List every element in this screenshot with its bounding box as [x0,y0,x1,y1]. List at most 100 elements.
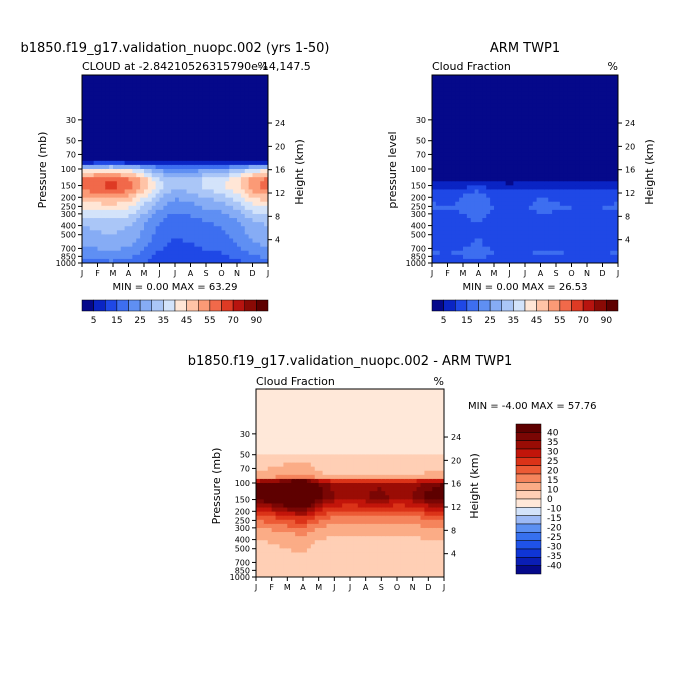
model-cell [140,111,145,117]
obs-cell [497,144,503,150]
model-cell [155,185,161,191]
model-cell [124,107,130,113]
model-cell [217,103,223,109]
model-cell [229,144,234,150]
obs-cell [494,75,499,80]
obs-cell [435,169,441,174]
model-cell [155,128,161,133]
model-cell [128,209,133,215]
obs-cell [455,107,460,113]
model-cell [213,87,219,92]
model-cell [167,218,172,223]
model-cell [182,197,188,203]
obs-cell [540,107,545,113]
obs-cell [559,111,565,117]
obs-cell [548,250,553,256]
obs-cell [478,124,483,129]
obs-cell [567,111,573,117]
obs-cell [540,242,545,248]
model-cell [163,181,168,186]
model-cell [229,222,234,227]
obs-cell [610,213,615,219]
model-cell [240,201,246,207]
diff-cell [263,544,269,549]
model-cell [132,91,137,97]
model-cell [132,148,137,154]
obs-colorbar-box [466,299,479,312]
obs-cell [432,181,437,186]
obs-cell [602,181,607,186]
obs-cell [494,258,499,263]
model-cell [252,164,257,170]
obs-cell [587,136,592,141]
obs-cell [451,132,456,137]
model-cell [209,222,215,227]
diff-cell [259,527,265,533]
model-cell [105,218,110,223]
obs-cell [598,254,604,260]
obs-cell [494,213,499,219]
model-cell [167,83,172,88]
obs-cell [552,201,557,207]
obs-cell [552,238,557,244]
obs-cell [575,140,580,146]
model-cell [159,87,164,92]
obs-cell [474,258,480,263]
model-cell [105,160,110,166]
diff-cell [267,572,273,577]
model-cell [159,119,164,125]
model-cell [206,205,211,211]
obs-cell [525,201,530,207]
obs-cell [494,99,499,105]
obs-cell [482,111,487,117]
model-cell [182,128,188,133]
obs-cell [567,181,573,186]
obs-cell [579,242,584,248]
obs-cell [432,132,437,137]
diff-cell [283,568,288,574]
obs-cell [451,87,456,92]
obs-cell [602,83,607,88]
obs-cell [610,185,615,191]
model-cell [132,160,137,166]
obs-cell [559,230,565,235]
obs-cell [482,83,487,88]
model-cell [147,99,153,105]
obs-cell [559,95,565,101]
model-cell [171,226,176,231]
model-cell [109,234,114,240]
model-cell [151,193,157,199]
diff-cell [259,429,265,435]
obs-cell [517,246,522,252]
model-cell [151,205,157,211]
model-cell [175,111,180,117]
obs-cell [517,238,522,244]
diff-cell [283,519,288,525]
obs-cell [497,91,503,97]
model-field [82,75,268,263]
obs-cell [590,79,596,84]
model-cell [116,226,122,231]
obs-cell [455,119,460,125]
model-cell [178,128,184,133]
obs-cell [536,234,542,240]
model-cell [244,103,250,109]
obs-cell [435,103,441,109]
model-cell [93,185,99,191]
obs-cell [435,124,441,129]
model-cell [244,218,250,223]
model-height-tick-label: 12 [275,189,285,198]
model-cell [178,107,184,113]
model-cell [260,140,265,146]
model-cell [128,230,133,235]
model-cell [159,169,164,174]
diff-cell [259,466,265,472]
model-cell [225,119,230,125]
obs-cell [432,258,437,263]
model-cell [82,83,87,88]
obs-cell [470,246,476,252]
obs-cell [536,87,542,92]
model-cell [159,79,164,84]
model-cell [155,136,161,141]
model-cell [109,246,114,252]
